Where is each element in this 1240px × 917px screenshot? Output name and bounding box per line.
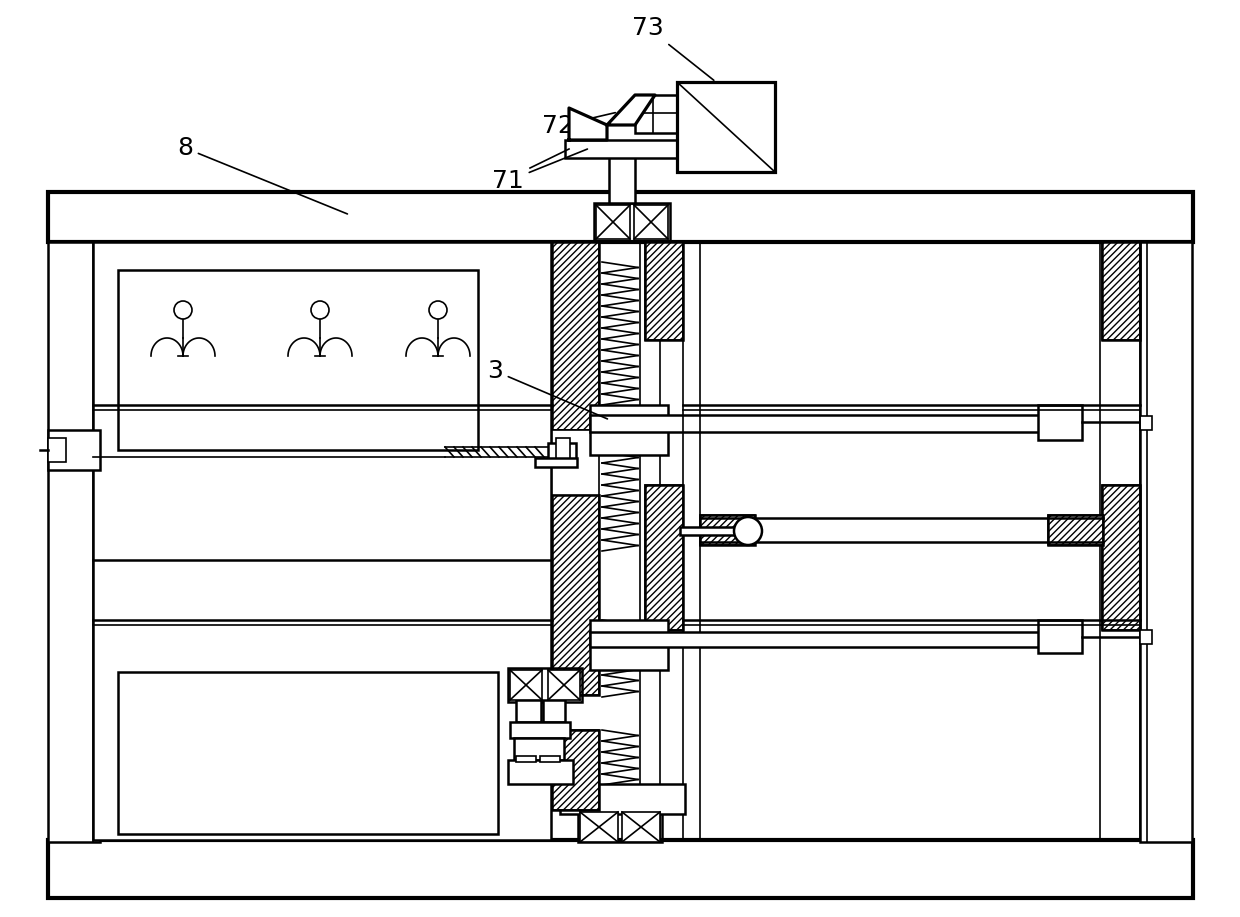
Bar xyxy=(590,620,668,670)
Bar xyxy=(578,810,662,842)
Bar xyxy=(596,205,630,239)
Bar xyxy=(645,485,683,630)
Bar xyxy=(556,438,570,466)
Bar xyxy=(539,756,560,762)
Bar xyxy=(1102,485,1140,630)
Bar xyxy=(645,485,683,630)
Bar xyxy=(701,515,755,545)
Bar xyxy=(560,784,684,814)
Bar xyxy=(118,672,498,834)
Bar xyxy=(48,242,100,842)
Bar xyxy=(590,415,1042,432)
Text: 72: 72 xyxy=(542,113,615,138)
Bar xyxy=(590,632,1042,647)
Bar xyxy=(508,668,582,702)
Bar xyxy=(552,730,599,810)
Bar xyxy=(48,438,66,462)
Bar xyxy=(118,270,477,450)
Bar xyxy=(48,192,1193,242)
Bar xyxy=(548,670,580,700)
Bar xyxy=(1140,630,1152,644)
Circle shape xyxy=(429,301,446,319)
Bar xyxy=(552,242,599,430)
Bar xyxy=(1038,620,1083,653)
Bar xyxy=(645,242,683,340)
Bar xyxy=(508,760,573,784)
Bar xyxy=(635,95,677,133)
Bar xyxy=(516,700,541,722)
Bar xyxy=(701,515,755,545)
Bar xyxy=(677,82,775,172)
Bar xyxy=(543,700,565,722)
Text: 71: 71 xyxy=(492,149,588,193)
Bar xyxy=(552,430,599,495)
Bar xyxy=(594,203,670,241)
Bar xyxy=(552,730,599,810)
Bar xyxy=(48,430,100,470)
Bar xyxy=(515,738,564,760)
Bar xyxy=(48,840,1193,898)
Bar xyxy=(510,722,570,738)
Bar xyxy=(680,527,735,535)
Bar xyxy=(1102,485,1140,630)
Bar xyxy=(1048,515,1104,545)
Polygon shape xyxy=(608,95,655,125)
Bar xyxy=(590,405,668,455)
Circle shape xyxy=(311,301,329,319)
Text: 8: 8 xyxy=(177,136,347,214)
Bar xyxy=(580,812,618,842)
Bar xyxy=(552,242,599,430)
Circle shape xyxy=(734,517,763,545)
Bar xyxy=(565,140,694,158)
Bar xyxy=(1140,416,1152,430)
Bar xyxy=(516,756,536,762)
Bar xyxy=(552,495,599,695)
Polygon shape xyxy=(569,108,608,140)
Bar xyxy=(1102,242,1140,340)
Bar xyxy=(645,242,683,340)
Text: 3: 3 xyxy=(487,359,608,419)
Bar xyxy=(634,205,668,239)
Bar xyxy=(552,495,599,695)
Bar xyxy=(534,458,577,467)
Text: 73: 73 xyxy=(632,16,714,81)
Bar xyxy=(1102,242,1140,340)
Bar xyxy=(1038,405,1083,440)
Bar xyxy=(622,812,660,842)
Bar xyxy=(609,155,635,203)
Bar xyxy=(93,242,551,840)
Bar xyxy=(548,443,577,461)
Bar xyxy=(510,670,542,700)
Bar xyxy=(1048,515,1104,545)
Circle shape xyxy=(174,301,192,319)
Bar xyxy=(1140,242,1192,842)
